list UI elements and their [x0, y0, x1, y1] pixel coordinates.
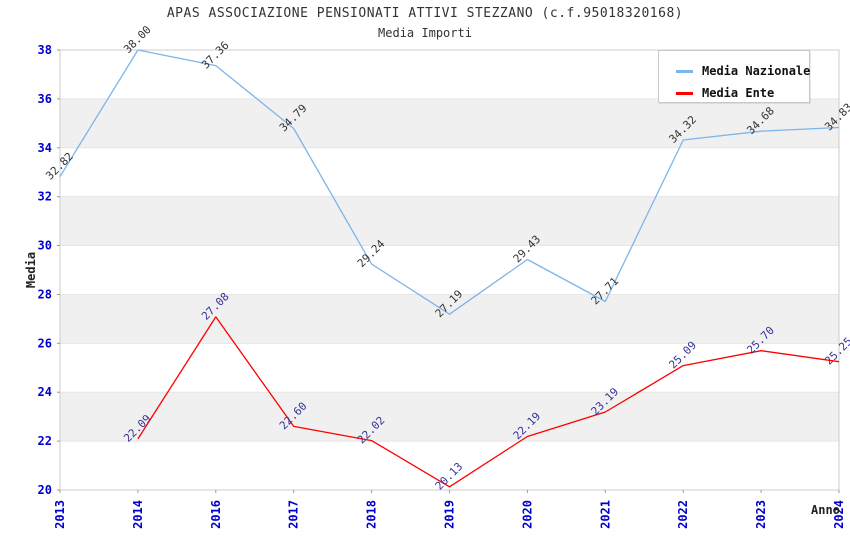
chart-subtitle: Media Importi	[378, 26, 472, 40]
x-tick-label: 2014	[131, 500, 145, 529]
y-tick-label: 36	[38, 92, 52, 106]
x-tick-label: 2019	[443, 500, 457, 529]
legend-label-ente: Media Ente	[702, 86, 775, 100]
plot-bands	[60, 98, 839, 442]
y-tick-label: 38	[38, 43, 52, 57]
x-tick-label: 2024	[832, 500, 846, 529]
y-tick-label: 28	[38, 287, 52, 301]
x-tick-label: 2023	[754, 500, 768, 529]
x-tick-label: 2017	[287, 500, 301, 529]
legend: Media Nazionale Media Ente	[658, 50, 810, 103]
x-axis-title: Anno	[811, 503, 840, 517]
y-tick-label: 22	[38, 434, 52, 448]
series-line-media-ente[interactable]	[137, 316, 840, 488]
plot-band	[60, 98, 839, 148]
y-axis-title: Media	[24, 251, 38, 289]
plot-band	[60, 196, 839, 246]
y-tick-label: 30	[38, 239, 52, 253]
legend-item-media-ente[interactable]: Media Ente	[659, 82, 809, 104]
x-tick-label: 2013	[53, 500, 67, 529]
y-tick-label: 24	[38, 385, 52, 399]
series-line-media-nazionale[interactable]	[59, 49, 840, 315]
x-tick-label: 2016	[209, 500, 223, 529]
x-axis-ticks: 2013 2014 2016 2017 2018 2019 2020 2021 2022 2023…	[53, 490, 846, 529]
x-tick-label: 2018	[365, 500, 379, 529]
y-tick-label: 34	[38, 141, 52, 155]
chart-title: APAS ASSOCIAZIONE PENSIONATI ATTIVI STEZ…	[166, 6, 684, 21]
y-tick-label: 20	[38, 483, 52, 497]
data-label: 37.36	[199, 39, 232, 72]
legend-item-media-nazionale[interactable]: Media Nazionale	[659, 60, 811, 82]
legend-line-marker-ente	[676, 91, 693, 95]
x-tick-label: 2020	[520, 500, 534, 529]
data-label: 20.13	[433, 460, 466, 493]
x-tick-label: 2021	[598, 500, 612, 529]
plot-band	[60, 392, 839, 442]
x-tick-label: 2022	[676, 500, 690, 529]
legend-label-nazionale: Media Nazionale	[702, 64, 811, 78]
legend-line-marker-nazionale	[676, 69, 693, 73]
plot-band	[60, 294, 839, 344]
y-axis-ticks: 20 22 24 26 28 30 32 34 36 38	[38, 43, 60, 497]
y-tick-label: 26	[38, 336, 52, 350]
y-tick-label: 32	[38, 190, 52, 204]
